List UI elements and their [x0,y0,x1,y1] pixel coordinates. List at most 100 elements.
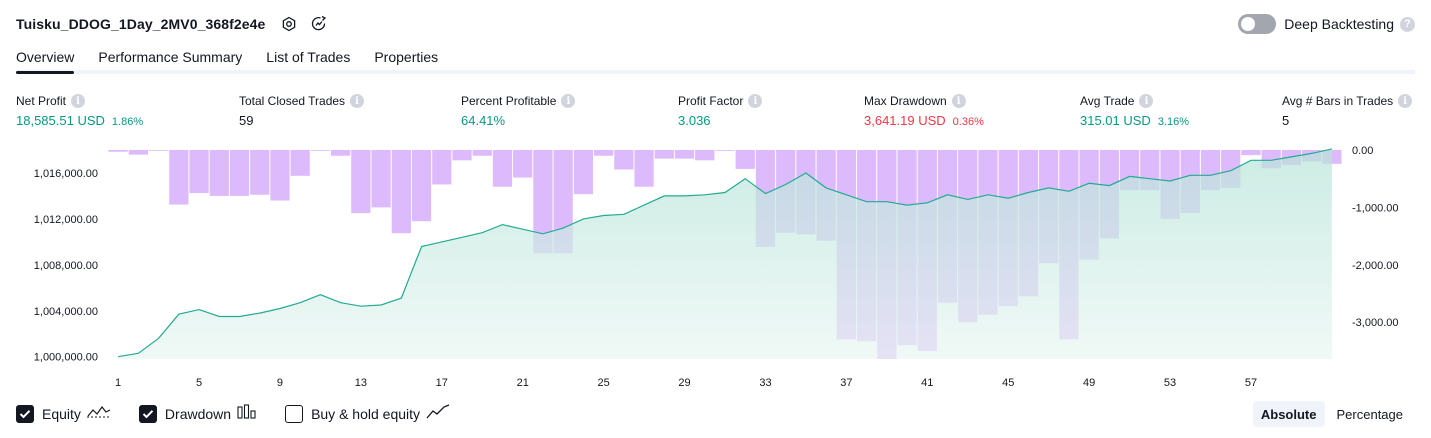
stat-label: Total Closed Trades [239,94,346,108]
drawdown-bar [189,150,209,194]
help-icon[interactable]: ? [1400,16,1415,32]
legend-buy-hold[interactable]: Buy & hold equity [285,403,450,425]
stat-label: Net Profit [16,94,67,108]
tab-properties[interactable]: Properties [374,49,439,65]
drawdown-bar [250,150,270,195]
drawdown-bar [148,150,169,151]
buy-hold-checkbox[interactable] [285,405,304,423]
drawdown-bar [432,150,452,185]
drawdown-bar [674,150,695,159]
x-tick-label: 49 [1083,377,1095,389]
tab-bar: Overview Performance Summary List of Tra… [16,44,1415,74]
left-tick-label: 1,004,000.00 [34,306,98,318]
stat-percent: 3.16% [1157,116,1190,128]
tab-performance-summary[interactable]: Performance Summary [98,49,243,65]
left-axis: 1,000,000.00 1,004,000.00 1,008,000.00 1,01… [34,168,98,364]
right-tick-label: -2,000.00 [1352,260,1398,272]
right-axis: 0.00 -1,000.00 -2,000.00 -3,000.00 [1352,145,1398,329]
left-tick-label: 1,008,000.00 [34,260,98,272]
left-tick-label: 1,000,000.00 [34,352,98,364]
drawdown-bar [735,150,755,169]
x-tick-label: 13 [355,377,367,389]
stat-value: 315.01 USD [1080,113,1151,128]
drawdown-bar [290,150,310,176]
info-icon[interactable]: i [71,94,86,108]
legend-label: Buy & hold equity [311,406,421,422]
drawdown-bar [573,150,594,195]
stat-avg-bars: Avg # Bars in Trades i 5 [1282,93,1413,128]
info-icon[interactable]: i [561,94,576,108]
equity-line-icon [86,404,111,425]
equity-drawdown-chart[interactable]: 1,000,000.00 1,004,000.00 1,008,000.00 1,01… [0,140,1431,395]
drawdown-bar [411,150,432,222]
drawdown-bar [391,150,411,234]
info-icon[interactable]: i [1139,94,1154,108]
strategy-header: Tuisku_DDOG_1Day_2MV0_368f2e4e [16,12,329,36]
stat-value: 3.036 [678,113,711,128]
x-tick-label: 45 [1002,377,1014,389]
drawdown-bar [209,150,229,196]
stat-value: 3,641.19 USD [864,113,946,128]
drawdown-bar [331,150,351,156]
drawdown-bar [614,150,634,170]
deep-backtesting-label: Deep Backtesting [1284,16,1394,32]
drawdown-bar [270,150,290,201]
legend-equity[interactable]: Equity [16,404,111,425]
absolute-button[interactable]: Absolute [1252,401,1325,427]
stat-net-profit: Net Profit i 18,585.51 USD 1.86% [16,93,143,128]
replay-icon[interactable] [309,14,329,34]
right-tick-label: -3,000.00 [1352,317,1398,329]
drawdown-bar [169,150,189,205]
stat-avg-trade: Avg Trade i 315.01 USD 3.16% [1080,93,1189,128]
drawdown-bar [351,150,371,214]
drawdown-bar [715,150,735,151]
legend-label: Equity [42,406,81,422]
tab-list-of-trades[interactable]: List of Trades [266,49,351,65]
legend-drawdown[interactable]: Drawdown [138,403,257,425]
stat-label: Avg # Bars in Trades [1282,94,1394,108]
stat-percent: 0.36% [952,116,984,128]
drawdown-bar [452,150,472,161]
percentage-button[interactable]: Percentage [1336,406,1404,422]
stat-max-drawdown: Max Drawdown i 3,641.19 USD 0.36% [864,93,984,128]
tab-overview[interactable]: Overview [16,44,75,74]
x-tick-label: 1 [115,377,121,389]
info-icon[interactable]: i [1398,94,1413,108]
drawdown-bar [654,150,674,159]
info-icon[interactable]: i [350,94,365,108]
drawdown-bars-icon [237,403,257,425]
drawdown-bar [108,150,128,152]
stat-label: Profit Factor [678,94,744,108]
equity-line [118,148,1333,358]
x-tick-label: 17 [436,377,448,389]
x-tick-label: 9 [277,377,283,389]
equity-fill [118,148,1332,359]
strategy-title: Tuisku_DDOG_1Day_2MV0_368f2e4e [16,16,266,32]
equity-checkbox[interactable] [16,405,34,423]
drawdown-bar [594,150,614,156]
right-tick-label: -1,000.00 [1352,202,1398,214]
left-tick-label: 1,016,000.00 [34,168,98,180]
chart-legend: Equity Drawdown Buy & hold equity [16,403,478,425]
stat-profit-factor: Profit Factor i 3.036 [678,93,763,128]
info-icon[interactable]: i [748,94,763,108]
stat-value: 64.41% [461,113,506,128]
stat-label: Percent Profitable [461,94,557,108]
scale-switch: Absolute Percentage [1252,401,1411,427]
drawdown-bar [128,150,148,155]
settings-icon[interactable] [279,14,299,34]
x-tick-label: 21 [517,377,529,389]
drawdown-checkbox[interactable] [138,405,157,423]
deep-backtesting-toggle[interactable] [1238,14,1277,34]
drawdown-bar [492,150,513,187]
legend-label: Drawdown [164,406,232,422]
toggle-knob [1241,17,1256,31]
right-tick-label: 0.00 [1352,145,1373,157]
drawdown-bar [634,150,654,187]
buy-hold-line-icon [426,403,450,425]
drawdown-bar [1241,150,1261,156]
info-icon[interactable]: i [951,94,966,108]
stat-label: Max Drawdown [864,94,947,108]
drawdown-bar [229,150,250,196]
stat-value: 5 [1282,113,1290,128]
